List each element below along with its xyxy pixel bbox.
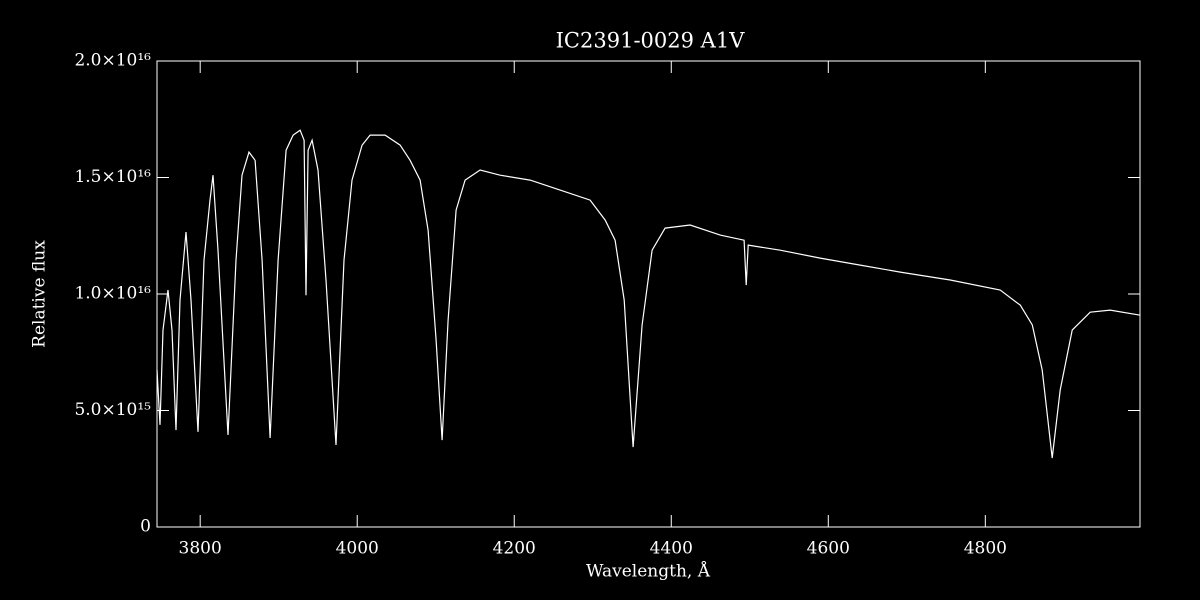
x-axis-label: Wavelength, Å bbox=[586, 561, 711, 582]
x-tick-label: 4400 bbox=[650, 539, 693, 559]
y-tick-label: 2.0×10¹⁶ bbox=[74, 51, 151, 71]
x-tick-label: 4800 bbox=[964, 539, 1007, 559]
x-tick-label: 4600 bbox=[807, 539, 850, 559]
y-tick-label: 0 bbox=[140, 517, 151, 537]
x-tick-label: 4200 bbox=[493, 539, 536, 559]
y-tick-label: 5.0×10¹⁵ bbox=[74, 400, 151, 420]
chart-title: IC2391-0029 A1V bbox=[556, 29, 746, 53]
y-axis-label: Relative flux bbox=[30, 240, 50, 348]
y-tick-label: 1.0×10¹⁶ bbox=[74, 284, 151, 304]
x-tick-label: 3800 bbox=[179, 539, 222, 559]
plot-frame bbox=[156, 60, 1141, 528]
y-tick-label: 1.5×10¹⁶ bbox=[74, 167, 151, 187]
x-tick-label: 4000 bbox=[336, 539, 379, 559]
spectrum-line bbox=[156, 129, 1141, 459]
